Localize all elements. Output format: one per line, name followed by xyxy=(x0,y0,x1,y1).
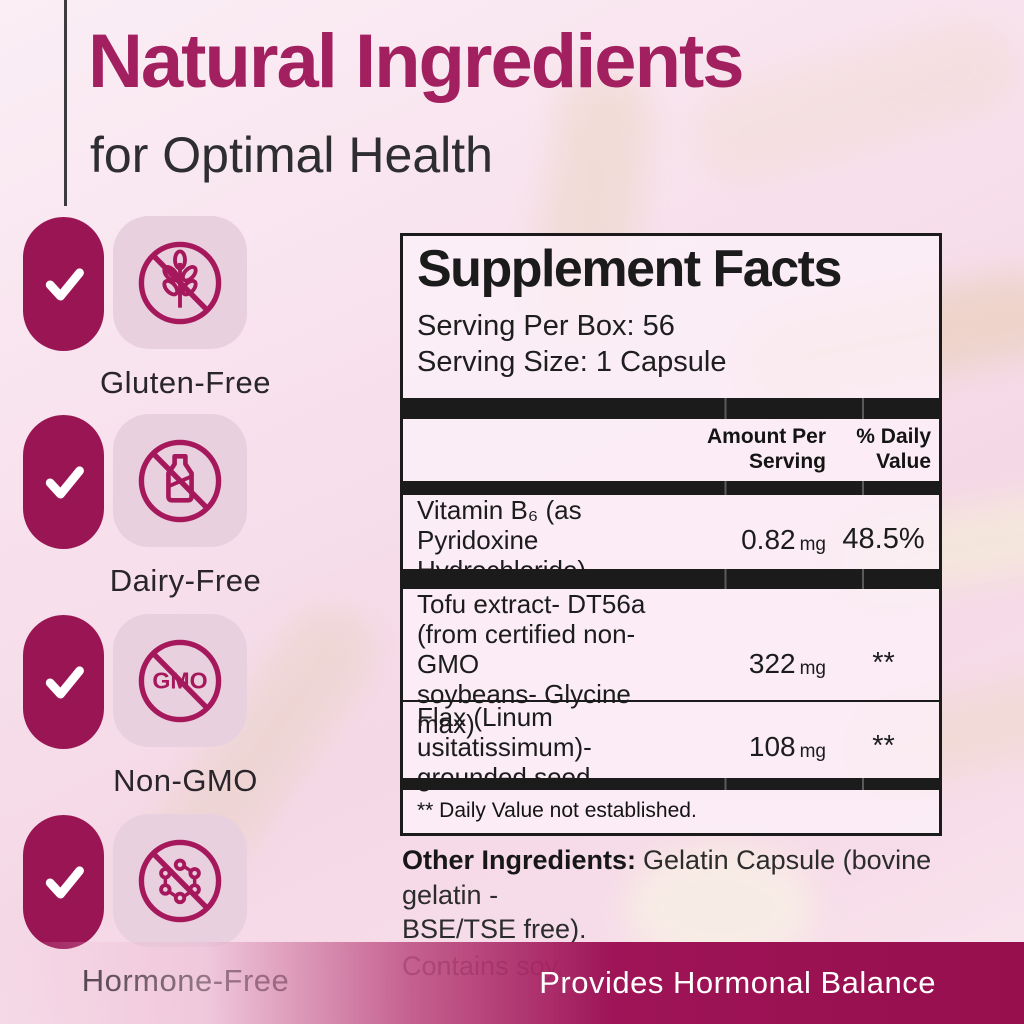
page-subtitle: for Optimal Health xyxy=(90,127,493,183)
page-title: Natural Ingredients xyxy=(88,19,745,104)
serving-per-box: Serving Per Box: 56 xyxy=(417,309,675,342)
hormone-free-crossed-icon xyxy=(113,814,247,947)
footer-banner-text: Provides Hormonal Balance xyxy=(539,965,936,1000)
badge-label: Dairy-Free xyxy=(109,563,262,598)
gluten-free-crossed-icon xyxy=(113,216,247,349)
table-row-vitamin-b6: Vitamin B₆ (as Pyridoxine Hydrochloride)… xyxy=(403,495,939,585)
checkmark-icon xyxy=(38,456,90,508)
column-header-amount: Amount Per Serving xyxy=(706,425,826,473)
gmo-crossed-icon: GMO xyxy=(113,614,247,747)
footer-banner: Provides Hormonal Balance xyxy=(0,942,1024,1024)
checkmark-pill xyxy=(23,615,104,749)
supplement-facts-title: Supplement Facts xyxy=(417,240,842,298)
daily-value-footnote: ** Daily Value not established. xyxy=(417,799,697,823)
ingredient-daily-value: ** xyxy=(872,647,895,680)
supplement-facts-panel: Supplement Facts Serving Per Box: 56 Ser… xyxy=(400,233,942,836)
checkmark-pill xyxy=(23,815,104,949)
badge-label: Non-GMO xyxy=(113,763,258,798)
ingredient-daily-value: ** xyxy=(872,730,895,763)
badge-dairy-free: Dairy-Free xyxy=(23,414,353,600)
facts-table-header: Amount Per Serving % Daily Value xyxy=(403,419,939,481)
other-ingredients-text: Gelatin Capsule (bovine gelatin - BSE/TS… xyxy=(402,845,932,945)
ingredient-name: Tofu extract- DT56a (from certified non-… xyxy=(417,588,646,740)
checkmark-icon xyxy=(38,258,90,310)
badge-non-gmo: GMO Non-GMO xyxy=(23,614,353,800)
ingredient-unit: mg xyxy=(799,657,826,679)
divider-line xyxy=(403,699,939,702)
table-row-tofu-extract: Tofu extract- DT56a (from certified non-… xyxy=(403,589,939,740)
dairy-free-crossed-icon xyxy=(113,414,247,547)
checkmark-icon xyxy=(38,856,90,908)
other-ingredients-label: Other Ingredients: xyxy=(402,845,637,875)
checkmark-pill xyxy=(23,217,104,351)
table-row-flax: Flax (Linum usitatissimum)- grounded see… xyxy=(403,702,939,792)
ingredient-daily-value: 48.5% xyxy=(842,523,925,556)
checkmark-icon xyxy=(38,656,90,708)
serving-size: Serving Size: 1 Capsule xyxy=(417,345,727,378)
ingredient-amount: 322 xyxy=(748,647,796,679)
divider-bar xyxy=(403,480,939,495)
left-accent-line xyxy=(64,0,67,206)
ingredient-amount: 0.82 xyxy=(741,523,796,555)
checkmark-pill xyxy=(23,415,104,549)
ingredient-amount: 108 xyxy=(748,730,796,762)
badge-gluten-free: Gluten-Free xyxy=(23,216,353,402)
column-header-daily-value: % Daily Value xyxy=(856,425,931,473)
ingredient-unit: mg xyxy=(799,533,826,555)
badge-label: Gluten-Free xyxy=(100,365,271,400)
divider-bar xyxy=(403,568,939,589)
divider-bar xyxy=(403,397,939,419)
ingredient-unit: mg xyxy=(799,740,826,762)
divider-bar xyxy=(403,777,939,790)
